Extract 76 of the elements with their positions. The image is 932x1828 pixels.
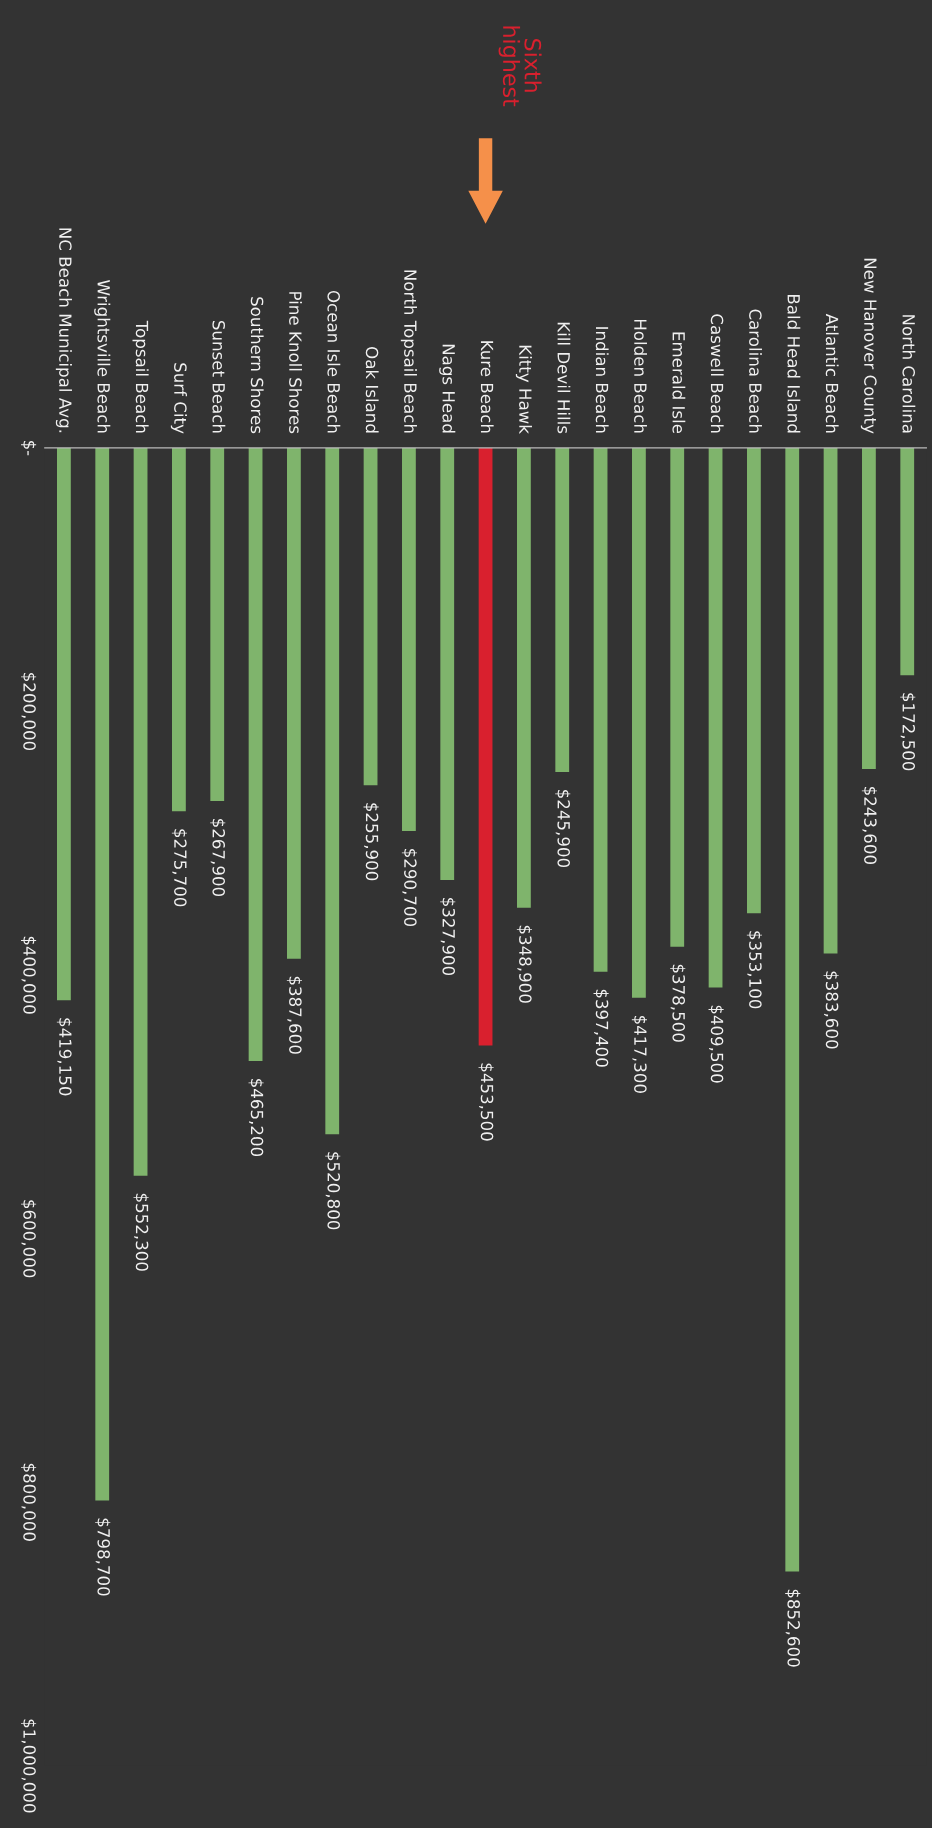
x-tick-label: Sunset Beach xyxy=(212,320,226,433)
data-label: $552,300 xyxy=(133,1193,149,1271)
x-tick-label: Bald Head Island xyxy=(787,294,801,433)
x-tick-label: Southern Shores xyxy=(250,297,264,434)
data-label: $348,900 xyxy=(516,925,532,1003)
x-tick-label: Surf City xyxy=(170,363,187,434)
data-label: $453,500 xyxy=(478,1063,494,1141)
bar xyxy=(670,447,685,947)
bar xyxy=(708,447,723,988)
y-tick-label: $800,000 xyxy=(21,1463,37,1541)
y-tick-label: $200,000 xyxy=(21,673,37,751)
data-label: $172,500 xyxy=(900,693,916,771)
x-tick-label: Pine Knoll Shores xyxy=(289,292,302,434)
bar xyxy=(900,447,915,676)
x-tick-label: Kill Devil Hills xyxy=(557,322,571,434)
bar xyxy=(248,447,263,1061)
bar xyxy=(593,447,608,972)
bar xyxy=(95,447,110,1501)
y-tick-label: $600,000 xyxy=(21,1200,37,1278)
bar xyxy=(555,447,570,772)
x-tick-label: New Hanover County xyxy=(860,258,877,434)
bar xyxy=(172,447,186,812)
bar xyxy=(632,447,646,998)
bar xyxy=(57,447,71,1001)
data-label: $243,600 xyxy=(861,786,877,865)
x-tick-label: Holden Beach xyxy=(634,319,647,433)
x-tick-label: Topsail Beach xyxy=(132,320,149,433)
bar xyxy=(517,447,531,908)
data-label: $245,900 xyxy=(555,790,571,868)
data-label: $378,500 xyxy=(670,964,686,1042)
data-label: $852,600 xyxy=(785,1589,801,1667)
data-label: $275,700 xyxy=(171,829,187,907)
data-label: $383,600 xyxy=(823,971,839,1049)
x-tick-label: Nags Head xyxy=(439,344,456,433)
bar xyxy=(862,447,876,769)
x-tick-label: Carolina Beach xyxy=(749,309,762,433)
bar xyxy=(478,447,493,1046)
data-label: $327,900 xyxy=(440,898,456,976)
data-label: $417,300 xyxy=(631,1015,647,1093)
bar xyxy=(747,447,761,914)
data-label: $798,700 xyxy=(95,1518,111,1596)
y-tick-label: $400,000 xyxy=(21,936,37,1014)
bar xyxy=(823,447,838,954)
data-label: $465,200 xyxy=(248,1079,264,1157)
bar xyxy=(287,447,301,959)
y-tick-label: $- xyxy=(21,440,37,456)
bar xyxy=(402,447,416,831)
x-tick-label: NC Beach Municipal Avg. xyxy=(55,228,72,433)
data-label: $255,900 xyxy=(363,803,379,881)
data-label: $387,600 xyxy=(286,976,302,1054)
bar xyxy=(210,447,225,801)
x-tick-label: Emerald Isle xyxy=(672,332,686,434)
data-label: $409,500 xyxy=(708,1005,724,1083)
x-tick-label: Kure Beach xyxy=(480,341,494,433)
bar xyxy=(440,447,455,881)
x-tick-label: Oak Island xyxy=(365,347,379,433)
x-tick-label: Atlantic Beach xyxy=(825,313,839,433)
data-label: $397,400 xyxy=(593,989,609,1067)
x-tick-label: North Carolina xyxy=(902,315,916,433)
data-label: $353,100 xyxy=(746,931,762,1009)
data-label: $267,900 xyxy=(210,819,226,897)
x-tick-label: Ocean Isle Beach xyxy=(327,290,341,433)
text: Sixth highest xyxy=(498,26,542,107)
bar xyxy=(325,447,340,1135)
x-tick-label: Indian Beach xyxy=(595,327,609,433)
data-label: $419,150 xyxy=(56,1018,72,1096)
x-tick-label: Wrightsville Beach xyxy=(94,280,111,433)
bar xyxy=(363,447,378,786)
data-label: $520,800 xyxy=(325,1152,341,1230)
bar xyxy=(785,447,800,1572)
x-tick-label: Caswell Beach xyxy=(710,314,724,433)
y-tick-label: $1,000,000 xyxy=(21,1719,37,1813)
data-label: $290,700 xyxy=(401,849,417,927)
x-tick-label: North Topsail Beach xyxy=(400,270,417,433)
x-tick-label: Kitty Hawk xyxy=(515,345,532,434)
bar xyxy=(133,447,148,1176)
